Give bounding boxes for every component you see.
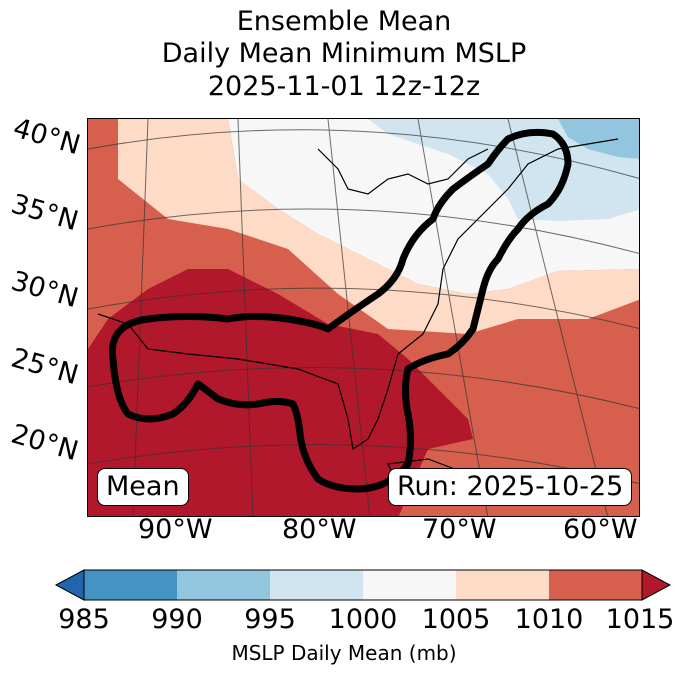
- lat-label-25: 25°N: [7, 342, 82, 392]
- lon-label-70w: 70°W: [422, 514, 497, 545]
- map-svg: [88, 119, 639, 516]
- colorbar-tick-1010: 1010: [514, 604, 584, 635]
- run-label-box: Run: 2025-10-25: [388, 468, 633, 506]
- lat-label-40: 40°N: [9, 112, 84, 162]
- field-over-1015: [88, 269, 473, 516]
- lat-label-20: 20°N: [7, 418, 82, 468]
- lat-label-30: 30°N: [7, 265, 82, 315]
- lon-label-60w: 60°W: [563, 514, 638, 545]
- colorbar-tick-1015: 1015: [605, 604, 675, 635]
- colorbar-border: [83, 569, 643, 601]
- field-995-1000: [368, 119, 639, 221]
- title-line-2: Daily Mean Minimum MSLP: [161, 38, 527, 69]
- title-line-3: 2025-11-01 12z-12z: [207, 71, 481, 102]
- colorbar-tick-1005: 1005: [421, 604, 491, 635]
- mean-contour: [108, 128, 572, 493]
- colorbar-segment-1000-1005: [363, 570, 456, 600]
- colorbar-tick-990: 990: [151, 604, 203, 635]
- lat-label-35: 35°N: [7, 188, 82, 238]
- field-990-995: [558, 119, 639, 159]
- colorbar-segment-1010-1015: [549, 570, 642, 600]
- colorbar-tick-1000: 1000: [328, 604, 398, 635]
- colorbar-tick-985: 985: [58, 604, 110, 635]
- map-panel: Mean Run: 2025-10-25: [87, 118, 640, 517]
- colorbar-segment-995-1000: [270, 570, 363, 600]
- colorbar-segment-985-990: [84, 570, 177, 600]
- graticule: [88, 119, 639, 516]
- mean-label-box: Mean: [97, 468, 189, 506]
- colorbar-segment-990-995: [177, 570, 270, 600]
- title-line-1: Ensemble Mean: [236, 6, 452, 37]
- colorbar-segment-1005-1010: [456, 570, 549, 600]
- colorbar-under-arrow: [54, 569, 85, 601]
- lon-label-80w: 80°W: [282, 514, 357, 545]
- coastline: [97, 138, 619, 451]
- colorbar-label: MSLP Daily Mean (mb): [231, 641, 457, 665]
- colorbar-over-arrow: [641, 569, 672, 601]
- colorbar-tick-995: 995: [244, 604, 296, 635]
- lon-label-90w: 90°W: [138, 514, 213, 545]
